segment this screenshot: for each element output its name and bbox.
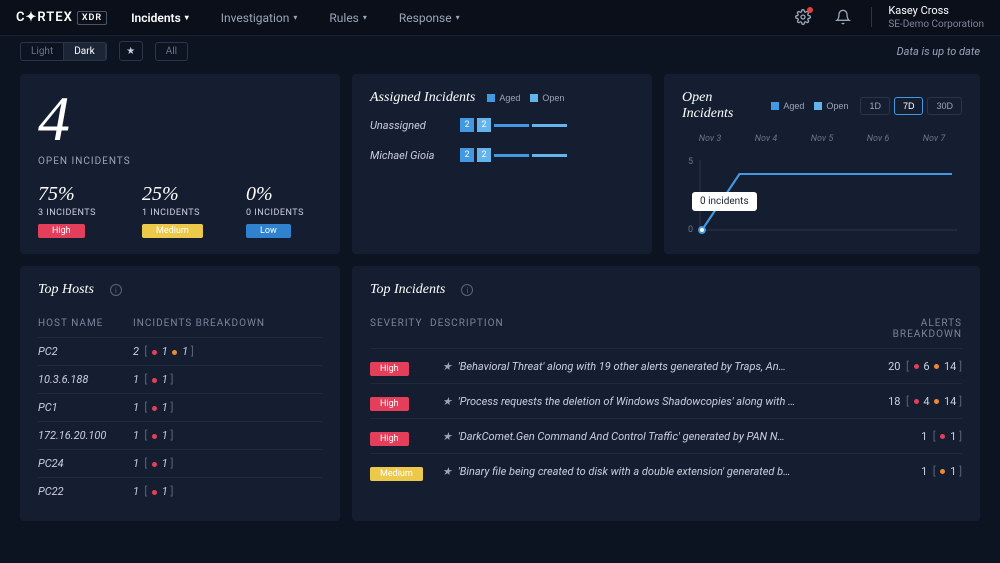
assigned-incidents-card: Assigned Incidents Aged Open Unassigned …: [352, 74, 652, 254]
x-axis-label: Nov 5: [811, 134, 833, 144]
bell-icon[interactable]: [831, 5, 855, 29]
severity-medium: 25%1 INCIDENTSMedium: [142, 183, 218, 238]
col-alerts: ALERTS BREAKDOWN: [852, 310, 962, 348]
legend-aged: Aged: [499, 93, 520, 103]
col-incidents: INCIDENTS BREAKDOWN: [133, 310, 322, 337]
data-status: Data is up to date: [897, 45, 980, 58]
col-description: DESCRIPTION: [430, 310, 852, 348]
brand-logo: C✦RTEX XDR: [16, 10, 107, 25]
incident-row[interactable]: High ★'DarkComet.Gen Command And Control…: [370, 418, 962, 453]
nav-investigation[interactable]: Investigation ▾: [221, 11, 298, 25]
assigned-row: Michael Gioia 2 2: [370, 148, 634, 162]
top-nav-bar: C✦RTEX XDR Incidents ▾ Investigation ▾ Rul…: [0, 0, 1000, 36]
host-row[interactable]: 172.16.20.1001 [ 1 ]: [38, 421, 322, 449]
incident-row[interactable]: High ★'Behavioral Threat' along with 19 …: [370, 348, 962, 383]
assigned-title: Assigned Incidents: [370, 90, 475, 106]
info-icon[interactable]: i: [110, 284, 122, 296]
col-hostname: HOST NAME: [38, 310, 133, 337]
user-org: SE-Demo Corporation: [888, 18, 984, 31]
info-icon[interactable]: i: [461, 284, 473, 296]
top-incidents-card: Top Incidents i SEVERITY DESCRIPTION ALER…: [352, 266, 980, 521]
host-row[interactable]: PC241 [ 1 ]: [38, 449, 322, 477]
open-incidents-chart-card: Open Incidents Aged Open 1D7D30D Nov 3 No…: [664, 74, 980, 254]
star-icon[interactable]: ★: [442, 360, 452, 373]
chart-legend-open: Open: [826, 101, 848, 111]
sub-toolbar: Light Dark ★ All Data is up to date: [0, 36, 1000, 66]
top-hosts-title: Top Hosts: [38, 282, 94, 298]
open-incidents-label: OPEN INCIDENTS: [38, 156, 322, 167]
nav-rules[interactable]: Rules ▾: [329, 11, 367, 25]
star-icon[interactable]: ★: [442, 465, 452, 478]
filter-all-button[interactable]: All: [155, 42, 188, 61]
chart-legend-aged: Aged: [783, 101, 804, 111]
settings-icon[interactable]: [791, 5, 815, 29]
user-info[interactable]: Kasey Cross SE-Demo Corporation: [888, 4, 984, 31]
severity-low: 0%0 INCIDENTSLow: [246, 183, 322, 238]
nav-response[interactable]: Response ▾: [399, 11, 460, 25]
host-row[interactable]: PC11 [ 1 ]: [38, 393, 322, 421]
range-7D[interactable]: 7D: [894, 97, 924, 115]
nav-incidents[interactable]: Incidents ▾: [131, 11, 189, 25]
open-incidents-count: 4: [38, 90, 322, 148]
chart-tooltip: 0 incidents: [692, 192, 757, 211]
incident-row[interactable]: Medium ★'Binary file being created to di…: [370, 453, 962, 488]
legend-open: Open: [542, 93, 564, 103]
top-hosts-card: Top Hosts i HOST NAME INCIDENTS BREAKDOWN…: [20, 266, 340, 521]
user-name: Kasey Cross: [888, 4, 984, 18]
range-30D[interactable]: 30D: [927, 97, 962, 115]
theme-light-button[interactable]: Light: [21, 43, 63, 60]
host-row[interactable]: PC22 [ 1 1 ]: [38, 337, 322, 365]
star-icon[interactable]: ★: [442, 395, 452, 408]
theme-toggle: Light Dark: [20, 42, 107, 61]
open-incidents-summary-card: 4 OPEN INCIDENTS 75%3 INCIDENTSHigh 25%1 …: [20, 74, 340, 254]
favorite-button[interactable]: ★: [119, 41, 143, 61]
brand-suffix: XDR: [77, 11, 107, 25]
severity-high: 75%3 INCIDENTSHigh: [38, 183, 114, 238]
main-nav: Incidents ▾ Investigation ▾ Rules ▾ Respons…: [131, 11, 460, 25]
theme-dark-button[interactable]: Dark: [63, 43, 105, 60]
x-axis-label: Nov 7: [923, 134, 945, 144]
top-incidents-title: Top Incidents: [370, 282, 445, 298]
x-axis-label: Nov 3: [699, 134, 721, 144]
svg-text:5: 5: [688, 157, 693, 167]
col-severity: SEVERITY: [370, 310, 430, 348]
star-icon[interactable]: ★: [442, 430, 452, 443]
assigned-row: Unassigned 2 2: [370, 118, 634, 132]
x-axis-label: Nov 4: [755, 134, 777, 144]
brand-name: C✦RTEX: [16, 10, 73, 25]
host-row[interactable]: 10.3.6.1881 [ 1 ]: [38, 365, 322, 393]
open-chart-title: Open Incidents: [682, 90, 759, 122]
x-axis-label: Nov 6: [867, 134, 889, 144]
svg-text:0: 0: [688, 225, 693, 235]
range-1D[interactable]: 1D: [860, 97, 890, 115]
incident-row[interactable]: High ★'Process requests the deletion of …: [370, 383, 962, 418]
host-row[interactable]: PC221 [ 1 ]: [38, 477, 322, 505]
